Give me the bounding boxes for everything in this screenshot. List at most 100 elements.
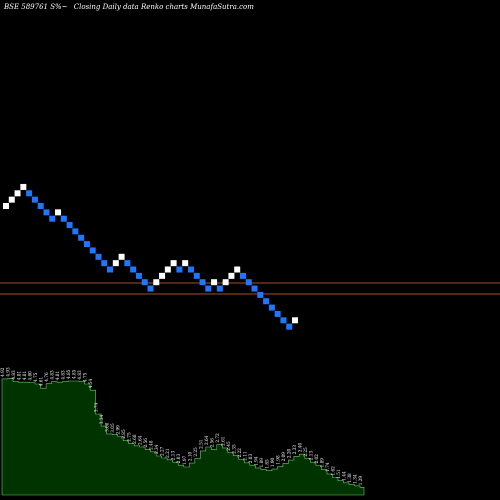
- area-value-label: 2.34: [154, 444, 159, 454]
- area-series: [1, 378, 365, 496]
- renko-brick-up: [55, 209, 62, 216]
- area-value-label: 2.56: [209, 438, 214, 448]
- renko-brick-down: [216, 285, 223, 292]
- area-value-label: 4.80: [28, 371, 33, 381]
- renko-brick-up: [228, 272, 235, 279]
- renko-brick-down: [49, 215, 56, 222]
- area-value-label: 4.81: [22, 371, 27, 381]
- area-value-label: 4.92: [0, 367, 5, 377]
- area-value-label: 3.05: [110, 423, 115, 433]
- renko-brick-down: [89, 247, 96, 254]
- renko-brick-down: [239, 272, 246, 279]
- renko-brick-down: [268, 304, 275, 311]
- renko-brick-down: [187, 266, 194, 273]
- area-value-label: 1.38: [347, 473, 352, 483]
- area-value-label: 1.89: [319, 458, 324, 468]
- renko-brick-down: [286, 323, 293, 330]
- renko-brick-down: [193, 272, 200, 279]
- area-value-label: 2.68: [132, 434, 137, 444]
- renko-brick-up: [8, 196, 15, 203]
- renko-brick-up: [153, 279, 160, 286]
- renko-brick-up: [159, 272, 166, 279]
- renko-brick-down: [101, 260, 108, 267]
- area-value-label: 1.51: [336, 469, 341, 479]
- area-value-label: 2.35: [231, 444, 236, 454]
- renko-brick-up: [3, 203, 9, 209]
- area-value-label: 4.93: [6, 367, 11, 377]
- area-value-label: 4.61: [39, 377, 44, 387]
- renko-brick-down: [251, 285, 258, 292]
- area-value-label: 2.72: [215, 433, 220, 443]
- area-value-label: 2.51: [198, 439, 203, 449]
- area-value-label: 1.90: [270, 457, 275, 467]
- renko-brick-down: [176, 266, 183, 273]
- area-value-label: 4.81: [55, 371, 60, 381]
- area-value-label: 2.33: [292, 445, 297, 455]
- renko-brick-up: [211, 279, 218, 286]
- renko-brick-down: [83, 241, 90, 248]
- area-value-label: 4.75: [83, 372, 88, 382]
- area-value-labels: 4.92 4.93 4.83 4.81 4.81 4.80 4.75 4.61 4.76 4.83…: [0, 367, 363, 485]
- area-value-label: 1.98: [275, 455, 280, 465]
- renko-brick-down: [141, 279, 148, 286]
- area-value-label: 4.81: [17, 371, 22, 381]
- area-value-label: 2.99: [116, 425, 121, 435]
- area-value-label: 2.25: [303, 447, 308, 457]
- renko-brick-up: [20, 183, 27, 190]
- area-value-label: 2.21: [165, 448, 170, 458]
- area-value-label: 2.48: [149, 440, 154, 450]
- renko-brick-down: [72, 228, 79, 235]
- area-value-label: 2.03: [176, 454, 181, 464]
- renko-brick-down: [26, 190, 33, 197]
- renko-brick-down: [274, 310, 281, 317]
- area-value-label: 4.54: [88, 379, 93, 389]
- area-value-label: 4.76: [44, 372, 49, 382]
- area-value-label: 2.40: [297, 443, 302, 453]
- renko-brick-down: [107, 266, 114, 273]
- area-value-label: 3.74: [94, 402, 99, 412]
- area-value-label: 2.75: [127, 432, 132, 442]
- area-value-label: 2.03: [248, 454, 253, 464]
- area-value-label: 2.10: [187, 451, 192, 461]
- renko-brick-down: [66, 222, 73, 229]
- area-value-label: 4.83: [11, 370, 16, 380]
- area-value-label: 4.75: [33, 372, 38, 382]
- renko-brick-down: [95, 253, 102, 260]
- renko-brick-up: [14, 190, 21, 197]
- title-description: Closing Daily data Renko charts MunafaSu…: [74, 3, 254, 11]
- renko-brick-down: [135, 272, 142, 279]
- area-value-label: 1.44: [342, 471, 347, 481]
- area-value-label: 1.85: [264, 459, 269, 469]
- area-value-label: 2.11: [242, 451, 247, 461]
- renko-brick-down: [147, 285, 154, 292]
- lower-area-panel: [1, 378, 365, 496]
- area-value-label: 3.08: [105, 422, 110, 432]
- area-value-label: 1.62: [331, 466, 336, 476]
- renko-brick-up: [182, 260, 189, 267]
- area-value-label: 2.20: [286, 448, 291, 458]
- area-value-label: 2.61: [220, 436, 225, 446]
- area-value-label: 2.64: [204, 435, 209, 445]
- area-value-label: 2.85: [121, 429, 126, 439]
- area-value-label: 1.89: [259, 458, 264, 468]
- chart-title: BSE 589761 S%~ Closing Daily data Renko …: [3, 3, 254, 11]
- area-value-label: 2.25: [193, 447, 198, 457]
- renko-brick-down: [37, 203, 44, 209]
- area-value-label: 1.74: [325, 462, 330, 472]
- area-value-label: 4.83: [50, 370, 55, 380]
- renko-brick-up: [222, 279, 229, 286]
- renko-bricks: [3, 183, 298, 330]
- renko-brick-down: [205, 285, 212, 292]
- renko-brick-down: [124, 260, 131, 267]
- area-value-label: 4.85: [66, 369, 71, 379]
- renko-brick-down: [43, 209, 50, 216]
- area-value-label: 1.94: [253, 456, 258, 466]
- area-value-label: 2.09: [281, 452, 286, 462]
- renko-brick-up: [170, 260, 177, 267]
- renko-brick-down: [31, 196, 38, 203]
- renko-brick-down: [257, 291, 264, 298]
- renko-brick-up: [164, 266, 171, 273]
- renko-brick-down: [130, 266, 137, 273]
